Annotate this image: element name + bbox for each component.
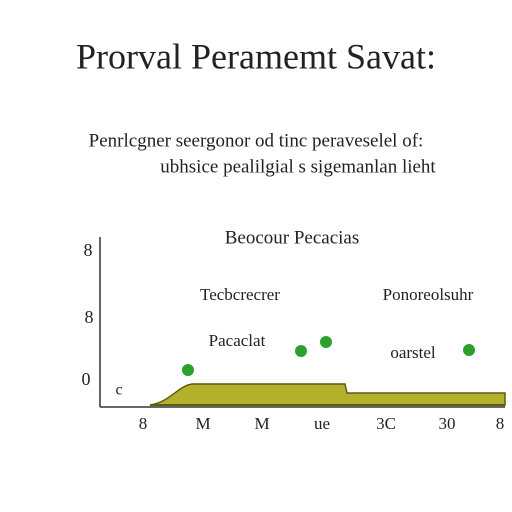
x-label: 8 (496, 414, 505, 433)
subtitle-line: Penrlcgner seergonor od tinc peraveselel… (89, 130, 424, 151)
subtitle-line: ubhsice pealilgial s sigemanlan lieht (160, 156, 436, 177)
y-label: 0 (82, 369, 91, 389)
x-labels: 8 M M ue 3C 30 8 (139, 414, 505, 433)
y-label: 8 (85, 307, 94, 327)
annotation: Tecbcrecrer (200, 285, 280, 304)
x-label: ue (314, 414, 330, 433)
annotation: Pacaclat (209, 331, 266, 350)
annotation: oarstel (390, 343, 436, 362)
area-band (149, 383, 506, 406)
annotation: Ponoreolsuhr (383, 285, 474, 304)
dot (463, 344, 475, 356)
x-label: M (195, 414, 210, 433)
x-label: 8 (139, 414, 148, 433)
dot (295, 345, 307, 357)
page-title: Prorval Peramemt Savat: (76, 36, 436, 76)
dot (320, 336, 332, 348)
figure-title: Beocour Pecacias (225, 227, 360, 248)
corner-label: c (115, 382, 122, 399)
x-label: 3C (376, 414, 396, 433)
y-label: 8 (84, 240, 93, 260)
x-label: 30 (439, 414, 456, 433)
x-label: M (254, 414, 269, 433)
dot (182, 364, 194, 376)
